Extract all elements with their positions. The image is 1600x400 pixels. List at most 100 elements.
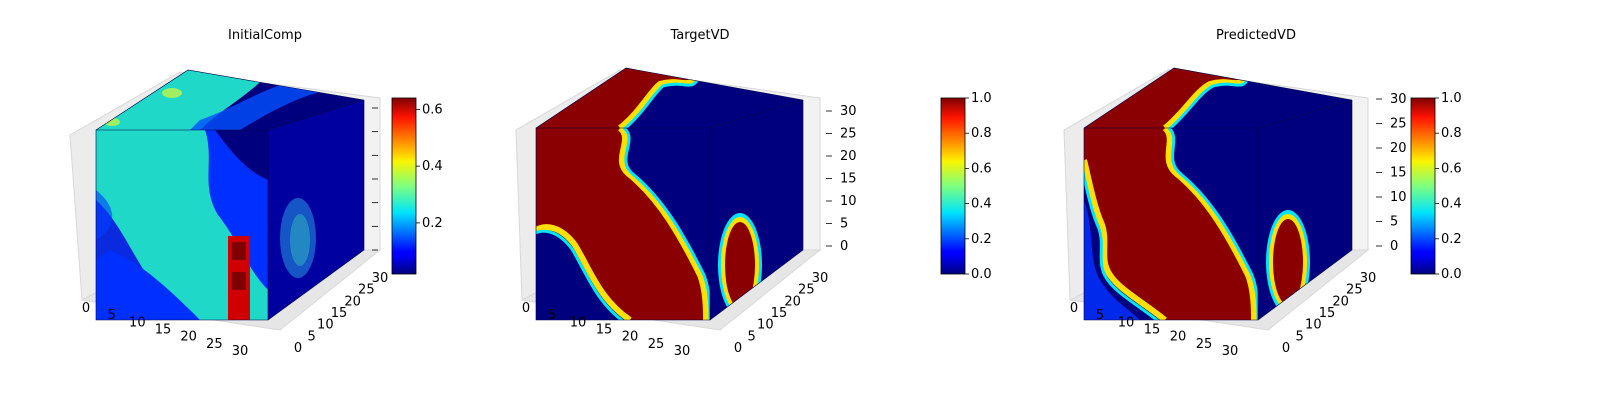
x-tick-label: 15 bbox=[155, 323, 172, 338]
cube-outline bbox=[95, 69, 365, 321]
y-tick-label: 30 bbox=[812, 271, 829, 286]
x-tick-label: 20 bbox=[1170, 330, 1187, 345]
panel-initialcomp: InitialComp bbox=[69, 28, 443, 359]
y-tick-label: 30 bbox=[372, 271, 389, 286]
cube-side-face bbox=[268, 100, 364, 320]
y-tick-label: 10 bbox=[1305, 318, 1322, 333]
z-tick-label: 10 bbox=[1390, 190, 1407, 205]
colorbar-tick-label: 1.0 bbox=[971, 91, 992, 106]
colorbar-tick-label: 0.8 bbox=[1441, 126, 1462, 141]
x-tick-label: 5 bbox=[108, 308, 116, 323]
cube-side-face bbox=[1258, 100, 1352, 320]
x-tick-label: 10 bbox=[570, 315, 587, 330]
x-tick-label: 5 bbox=[1096, 308, 1104, 323]
z-tick-label: 25 bbox=[1390, 117, 1407, 132]
x-tick-labels: 0 5 10 15 20 25 30 bbox=[522, 301, 690, 359]
colorbar-tick-label: 1.0 bbox=[1441, 91, 1462, 106]
x-tick-label: 10 bbox=[1118, 315, 1135, 330]
x-tick-label: 5 bbox=[548, 308, 556, 323]
y-tick-label: 5 bbox=[308, 329, 316, 344]
z-tick-label: 20 bbox=[840, 149, 857, 164]
cube-front-face bbox=[1084, 128, 1258, 320]
y-tick-label: 15 bbox=[331, 306, 348, 321]
colorbar-tick-label: 0.4 bbox=[971, 197, 992, 212]
x-tick-label: 15 bbox=[596, 323, 613, 338]
panel-targetvd: TargetVD bbox=[515, 28, 992, 359]
z-tick-label: 30 bbox=[1390, 92, 1407, 107]
colorbar-tick-label: 0.0 bbox=[1441, 267, 1462, 282]
x-tick-label: 30 bbox=[232, 344, 249, 359]
y-tick-label: 0 bbox=[294, 341, 302, 356]
x-tick-label: 25 bbox=[648, 337, 665, 352]
colorbar-tick-label: 0.0 bbox=[971, 267, 992, 282]
colorbar-tick-label: 0.4 bbox=[1441, 197, 1462, 212]
y-tick-label: 20 bbox=[344, 294, 361, 309]
y-tick-label: 5 bbox=[748, 329, 756, 344]
y-tick-label: 10 bbox=[317, 318, 334, 333]
y-tick-label: 0 bbox=[1282, 341, 1290, 356]
colorbar-tick-label: 0.2 bbox=[422, 216, 443, 231]
x-tick-label: 30 bbox=[674, 344, 691, 359]
colorbar-tick-label: 0.2 bbox=[971, 232, 992, 247]
x-tick-label: 0 bbox=[82, 301, 90, 316]
colorbar-tick-label: 0.8 bbox=[971, 126, 992, 141]
colorbar: 0.2 0.4 0.6 bbox=[391, 97, 443, 275]
cube-top-face bbox=[96, 70, 364, 130]
y-tick-label: 20 bbox=[784, 294, 801, 309]
y-tick-label: 15 bbox=[1319, 306, 1336, 321]
chart-title: InitialComp bbox=[228, 28, 302, 43]
y-tick-label: 15 bbox=[771, 306, 788, 321]
z-tick-label: 15 bbox=[840, 172, 857, 187]
z-tick-label: 30 bbox=[840, 104, 857, 119]
colorbar: 0.0 0.2 0.4 0.6 0.8 1.0 bbox=[1410, 91, 1462, 282]
z-tick-labels: 0 5 10 15 20 25 30 bbox=[826, 104, 857, 254]
cube-outline bbox=[1083, 67, 1353, 321]
colorbar-tick-labels: 0.2 0.4 0.6 bbox=[416, 102, 443, 231]
x-tick-label: 25 bbox=[206, 337, 223, 352]
x-tick-label: 25 bbox=[1196, 337, 1213, 352]
z-tick-label: 5 bbox=[1390, 215, 1398, 230]
x-tick-labels: 0 5 10 15 20 25 30 bbox=[1070, 301, 1238, 359]
z-tick-label: 20 bbox=[1390, 141, 1407, 156]
y-tick-label: 25 bbox=[358, 283, 375, 298]
colorbar-tick-labels: 0.0 0.2 0.4 0.6 0.8 1.0 bbox=[1435, 91, 1462, 282]
cube-outline bbox=[535, 67, 804, 321]
z-tick-label: 10 bbox=[840, 194, 857, 209]
z-tick-label: 25 bbox=[840, 127, 857, 142]
x-tick-label: 20 bbox=[622, 330, 639, 345]
x-tick-label: 15 bbox=[1144, 323, 1161, 338]
cube-top-face bbox=[1084, 68, 1352, 128]
chart-title: PredictedVD bbox=[1216, 28, 1296, 43]
x-tick-label: 0 bbox=[1070, 301, 1078, 316]
x-tick-label: 20 bbox=[180, 330, 197, 345]
panel-predictedvd: PredictedVD bbox=[1063, 28, 1462, 359]
y-tick-label: 25 bbox=[1346, 283, 1363, 298]
colorbar-tick-label: 0.4 bbox=[422, 159, 443, 174]
colorbar-tick-label: 0.6 bbox=[422, 102, 443, 117]
x-tick-label: 10 bbox=[129, 315, 146, 330]
z-tick-label: 0 bbox=[1390, 239, 1398, 254]
z-tick-label: 15 bbox=[1390, 166, 1407, 181]
cube-front-face bbox=[96, 130, 268, 320]
z-tick-labels bbox=[372, 107, 378, 251]
colorbar-tick-label: 0.2 bbox=[1441, 232, 1462, 247]
y-tick-label: 0 bbox=[734, 341, 742, 356]
colorbar-tick-labels: 0.0 0.2 0.4 0.6 0.8 1.0 bbox=[965, 91, 992, 282]
chart-title: TargetVD bbox=[669, 28, 729, 43]
z-tick-label: 5 bbox=[840, 217, 848, 232]
cube-top-face bbox=[536, 68, 803, 128]
y-tick-label: 20 bbox=[1332, 294, 1349, 309]
y-tick-label: 5 bbox=[1296, 329, 1304, 344]
y-tick-label: 10 bbox=[757, 318, 774, 333]
z-tick-label: 0 bbox=[840, 239, 848, 254]
y-tick-label: 25 bbox=[798, 283, 815, 298]
colorbar-tick-label: 0.6 bbox=[971, 161, 992, 176]
x-tick-label: 0 bbox=[522, 301, 530, 316]
x-tick-labels: 0 5 10 15 20 25 30 bbox=[82, 301, 248, 359]
colorbar-tick-label: 0.6 bbox=[1441, 161, 1462, 176]
x-tick-label: 30 bbox=[1222, 344, 1239, 359]
